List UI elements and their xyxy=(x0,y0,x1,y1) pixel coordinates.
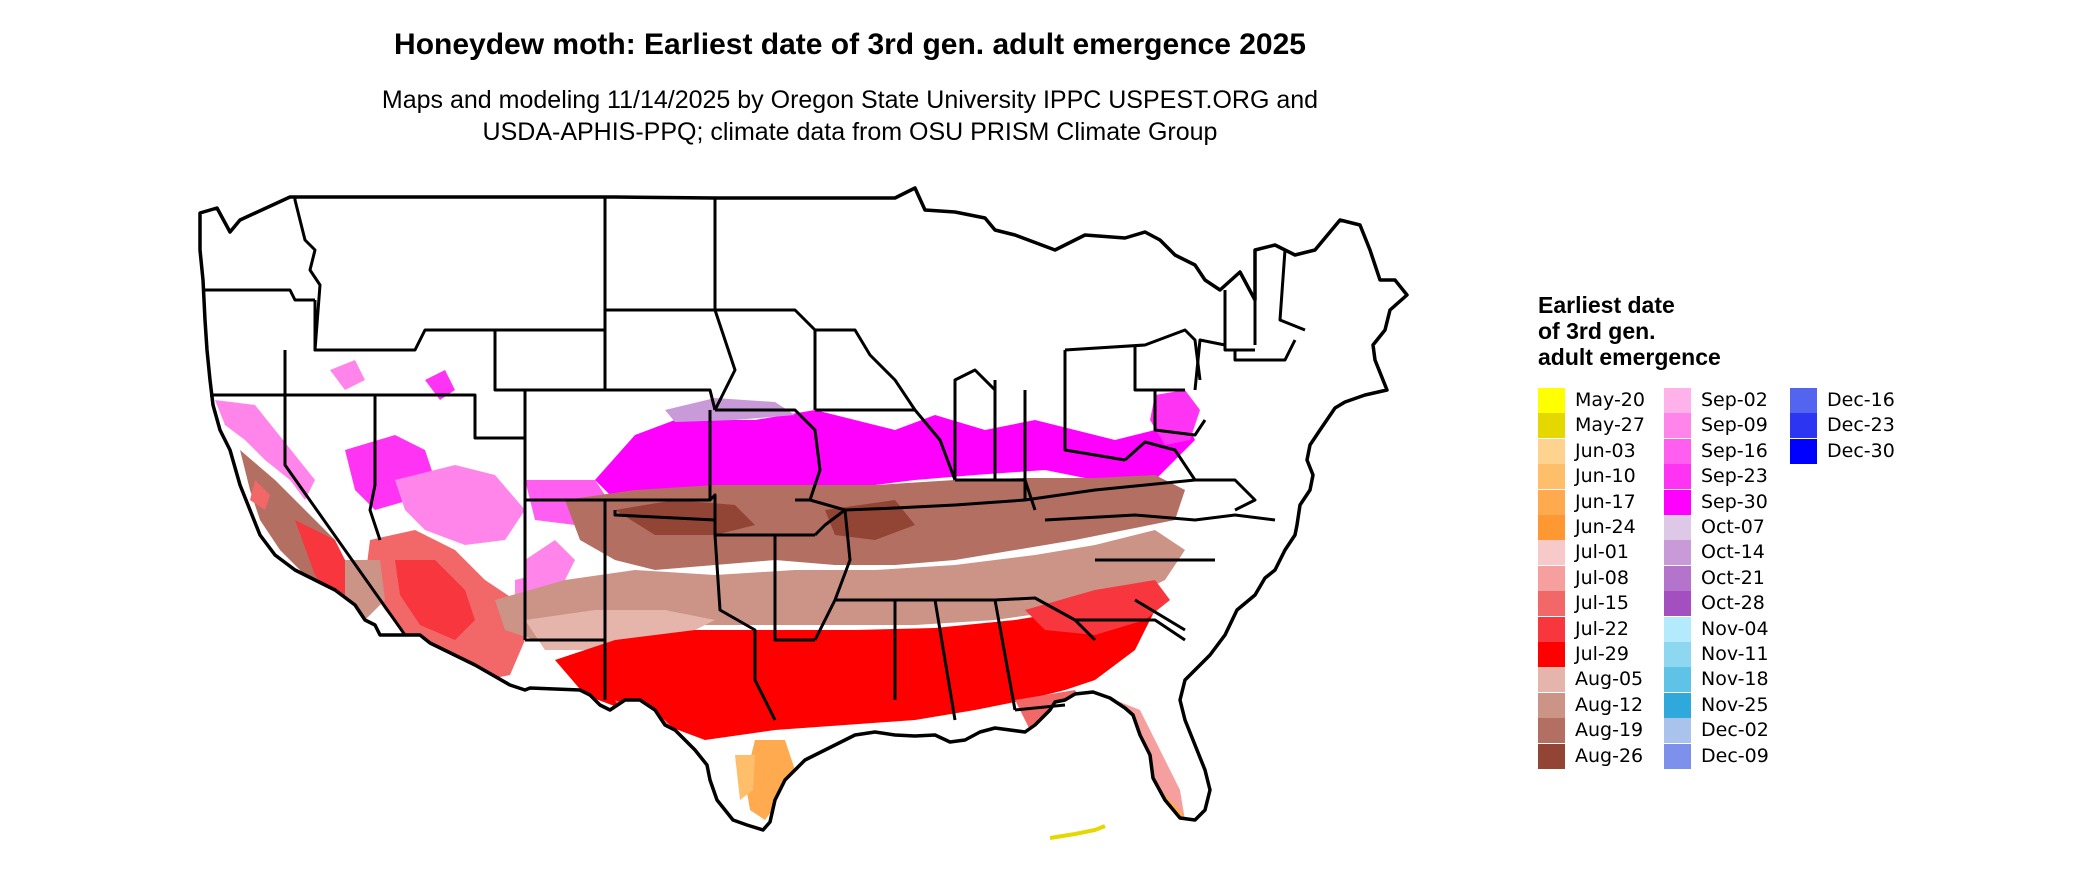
legend-label: Sep-02 xyxy=(1701,389,1768,411)
legend-swatch xyxy=(1664,642,1691,667)
subtitle-line-2: USDA-APHIS-PPQ; climate data from OSU PR… xyxy=(482,118,1218,146)
legend-label: Aug-26 xyxy=(1575,744,1644,767)
legend-swatch xyxy=(1538,464,1565,490)
legend-title: Earliest date of 3rd gen. adult emergenc… xyxy=(1538,292,2058,370)
legend-label: Nov-04 xyxy=(1701,617,1769,640)
legend-label: Aug-12 xyxy=(1575,693,1644,716)
legend-swatch xyxy=(1664,438,1691,464)
legend-swatch xyxy=(1664,743,1691,769)
legend-label: Sep-30 xyxy=(1701,490,1768,513)
legend-swatch xyxy=(1664,718,1691,744)
legend-swatch xyxy=(1664,616,1691,642)
map-subtitle: Maps and modeling 11/14/2025 by Oregon S… xyxy=(300,84,1400,148)
legend-label: Dec-02 xyxy=(1701,719,1769,742)
legend-label: Jul-29 xyxy=(1575,643,1629,665)
legend-label: Oct-07 xyxy=(1701,516,1765,538)
us-outline xyxy=(198,186,1409,832)
us-map xyxy=(198,186,1409,840)
legend-label: May-20 xyxy=(1575,389,1645,411)
legend-swatch xyxy=(1664,692,1691,718)
legend-label: Nov-11 xyxy=(1701,643,1769,665)
state-boundaries xyxy=(205,197,1306,721)
legend-swatch xyxy=(1538,616,1565,642)
legend-swatch xyxy=(1538,515,1565,540)
legend-swatch xyxy=(1664,540,1691,566)
legend-label: Sep-16 xyxy=(1701,439,1768,462)
legend-label: Sep-09 xyxy=(1701,414,1768,437)
map-title: Honeydew moth: Earliest date of 3rd gen.… xyxy=(394,28,1306,61)
legend-label: Jul-08 xyxy=(1575,566,1629,589)
legend-swatch xyxy=(1538,565,1565,591)
legend-swatch xyxy=(1538,718,1565,744)
legend-swatch xyxy=(1538,388,1565,413)
legend-label: Dec-23 xyxy=(1827,414,1895,437)
legend-label: Sep-23 xyxy=(1701,465,1768,488)
legend-swatch xyxy=(1664,667,1691,693)
legend-label: Oct-21 xyxy=(1701,566,1765,589)
legend-swatch xyxy=(1790,388,1817,413)
legend-label: Jun-03 xyxy=(1575,439,1636,462)
legend-label: Dec-16 xyxy=(1827,389,1895,411)
legend-swatch xyxy=(1538,591,1565,617)
legend-swatch xyxy=(1538,413,1565,439)
legend-label: Oct-28 xyxy=(1701,592,1765,615)
legend-swatch xyxy=(1664,591,1691,617)
legend-label: Oct-14 xyxy=(1701,541,1765,564)
legend-label: Jul-22 xyxy=(1575,617,1629,640)
legend-label: Aug-05 xyxy=(1575,668,1644,691)
legend-swatch xyxy=(1538,489,1565,515)
legend-swatch xyxy=(1538,743,1565,769)
legend-swatch xyxy=(1664,565,1691,591)
florida-keys xyxy=(1049,824,1106,840)
legend-title-line-2: of 3rd gen. xyxy=(1538,318,1656,344)
legend-title-line-1: Earliest date xyxy=(1538,292,1675,318)
legend-swatch xyxy=(1664,489,1691,515)
legend-swatch xyxy=(1538,540,1565,566)
subtitle-line-1: Maps and modeling 11/14/2025 by Oregon S… xyxy=(381,86,1319,114)
legend-swatch xyxy=(1664,464,1691,490)
emergence-zones xyxy=(200,188,1407,830)
legend: Earliest date of 3rd gen. adult emergenc… xyxy=(1538,292,2058,812)
legend-label: Nov-25 xyxy=(1701,693,1769,716)
legend-label: Jun-17 xyxy=(1575,490,1636,513)
legend-swatch xyxy=(1664,413,1691,439)
legend-label: Dec-09 xyxy=(1701,744,1769,767)
legend-label: Aug-19 xyxy=(1575,719,1644,742)
legend-swatch xyxy=(1664,515,1691,540)
legend-title-line-3: adult emergence xyxy=(1538,344,1721,370)
legend-label: Jul-01 xyxy=(1575,541,1629,564)
legend-swatch xyxy=(1538,692,1565,718)
legend-label: May-27 xyxy=(1575,414,1645,437)
legend-label: Jul-15 xyxy=(1575,592,1629,615)
legend-swatch xyxy=(1538,438,1565,464)
legend-swatch xyxy=(1538,642,1565,667)
legend-swatch xyxy=(1664,388,1691,413)
legend-label: Nov-18 xyxy=(1701,668,1769,691)
legend-swatch xyxy=(1790,438,1817,464)
legend-label: Jun-10 xyxy=(1575,465,1636,488)
legend-label: Dec-30 xyxy=(1827,439,1895,462)
legend-swatch xyxy=(1538,667,1565,693)
legend-swatch xyxy=(1790,413,1817,439)
legend-label: Jun-24 xyxy=(1575,516,1636,538)
